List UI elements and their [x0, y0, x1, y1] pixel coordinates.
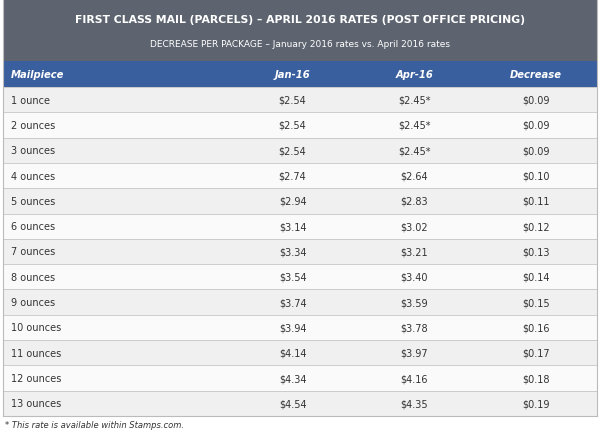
Text: * This rate is available within Stamps.com.: * This rate is available within Stamps.c…: [5, 420, 184, 429]
Text: DECREASE PER PACKAGE – January 2016 rates vs. April 2016 rates: DECREASE PER PACKAGE – January 2016 rate…: [150, 40, 450, 49]
Text: $2.54: $2.54: [278, 95, 307, 106]
Text: 7 ounces: 7 ounces: [11, 247, 55, 257]
Text: 9 ounces: 9 ounces: [11, 297, 55, 307]
Text: $0.15: $0.15: [523, 297, 550, 307]
Text: $3.97: $3.97: [401, 348, 428, 358]
Text: $0.11: $0.11: [523, 196, 550, 206]
Text: Jan-16: Jan-16: [275, 70, 310, 80]
Text: $0.12: $0.12: [523, 222, 550, 232]
Bar: [3, 391, 597, 416]
Bar: [3, 239, 597, 265]
Text: 11 ounces: 11 ounces: [11, 348, 61, 358]
Text: $3.78: $3.78: [401, 323, 428, 333]
Bar: [3, 340, 597, 366]
Text: $3.74: $3.74: [279, 297, 307, 307]
Text: $3.34: $3.34: [279, 247, 307, 257]
Text: $0.16: $0.16: [523, 323, 550, 333]
Text: $4.14: $4.14: [279, 348, 307, 358]
Text: $3.14: $3.14: [279, 222, 307, 232]
Bar: [3, 0, 597, 62]
Text: $3.40: $3.40: [401, 272, 428, 282]
Text: $2.54: $2.54: [278, 121, 307, 131]
Text: 2 ounces: 2 ounces: [11, 121, 55, 131]
Text: $2.45*: $2.45*: [398, 121, 431, 131]
Text: 13 ounces: 13 ounces: [11, 399, 61, 408]
Text: Mailpiece: Mailpiece: [11, 70, 64, 80]
Text: $4.16: $4.16: [401, 373, 428, 383]
Text: Decrease: Decrease: [510, 70, 562, 80]
Text: $4.54: $4.54: [279, 399, 307, 408]
Bar: [3, 265, 597, 290]
Text: $0.09: $0.09: [523, 95, 550, 106]
Text: 1 ounce: 1 ounce: [11, 95, 50, 106]
Text: $2.64: $2.64: [401, 171, 428, 181]
Text: $3.21: $3.21: [401, 247, 428, 257]
Text: 12 ounces: 12 ounces: [11, 373, 61, 383]
Text: $4.34: $4.34: [279, 373, 307, 383]
Text: $2.54: $2.54: [278, 146, 307, 156]
Bar: [3, 189, 597, 214]
Text: $0.09: $0.09: [523, 121, 550, 131]
Bar: [3, 290, 597, 315]
Bar: [3, 366, 597, 391]
Text: $2.94: $2.94: [279, 196, 307, 206]
Text: $3.54: $3.54: [279, 272, 307, 282]
Bar: [3, 88, 597, 113]
Text: $0.17: $0.17: [523, 348, 550, 358]
Text: $0.10: $0.10: [523, 171, 550, 181]
Text: 8 ounces: 8 ounces: [11, 272, 55, 282]
Text: 3 ounces: 3 ounces: [11, 146, 55, 156]
Text: $3.02: $3.02: [401, 222, 428, 232]
Text: $3.59: $3.59: [401, 297, 428, 307]
Text: $0.14: $0.14: [523, 272, 550, 282]
Text: 5 ounces: 5 ounces: [11, 196, 55, 206]
Text: 4 ounces: 4 ounces: [11, 171, 55, 181]
Bar: [3, 315, 597, 340]
Text: $3.94: $3.94: [279, 323, 307, 333]
Text: Apr-16: Apr-16: [395, 70, 433, 80]
Bar: [3, 113, 597, 138]
Text: $2.83: $2.83: [401, 196, 428, 206]
Bar: [3, 214, 597, 239]
Text: $2.45*: $2.45*: [398, 146, 431, 156]
Text: $0.18: $0.18: [523, 373, 550, 383]
Bar: [3, 163, 597, 189]
Text: 10 ounces: 10 ounces: [11, 323, 61, 333]
Text: $0.19: $0.19: [523, 399, 550, 408]
Bar: [3, 138, 597, 163]
Text: 6 ounces: 6 ounces: [11, 222, 55, 232]
Text: $0.09: $0.09: [523, 146, 550, 156]
Bar: [3, 62, 597, 88]
Text: $2.74: $2.74: [278, 171, 307, 181]
Text: $0.13: $0.13: [523, 247, 550, 257]
Text: FIRST CLASS MAIL (PARCELS) – APRIL 2016 RATES (POST OFFICE PRICING): FIRST CLASS MAIL (PARCELS) – APRIL 2016 …: [75, 15, 525, 25]
Text: $2.45*: $2.45*: [398, 95, 431, 106]
Text: $4.35: $4.35: [401, 399, 428, 408]
